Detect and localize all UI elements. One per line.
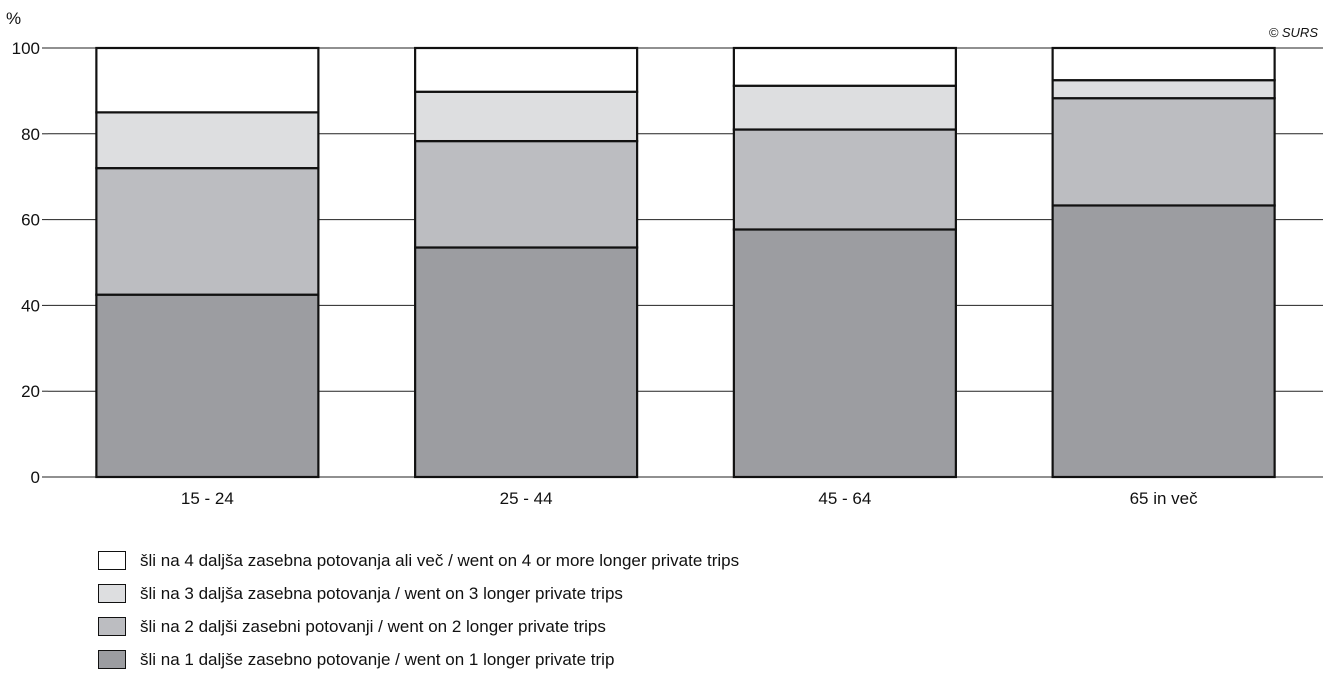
bar-segment-series-3 [95, 111, 320, 170]
x-category-label: 65 in več [1130, 489, 1199, 508]
x-axis-labels: 15 - 24 25 - 44 45 - 64 65 in več [181, 489, 1198, 508]
bar-segment-series-2 [95, 167, 320, 296]
bar-stack [414, 46, 639, 479]
legend-label: šli na 4 daljša zasebna potovanja ali ve… [140, 550, 740, 570]
bar-stack [732, 46, 957, 479]
chart-legend: šli na 4 daljša zasebna potovanja ali ve… [98, 544, 739, 676]
legend-item: šli na 2 daljši zasebni potovanji / went… [98, 610, 739, 643]
legend-item: šli na 3 daljša zasebna potovanja / went… [98, 577, 739, 610]
y-tick-label: 60 [21, 211, 40, 230]
x-category-label: 45 - 64 [818, 489, 871, 508]
bar-segment-series-4 [95, 46, 320, 114]
legend-label: šli na 3 daljša zasebna potovanja / went… [140, 583, 623, 603]
bar-groups [95, 46, 1276, 479]
x-category-label: 15 - 24 [181, 489, 234, 508]
bar-segment-series-3 [1051, 79, 1276, 100]
copyright-credit: © SURS [1269, 25, 1319, 40]
y-axis-ticks: 0 20 40 60 80 100 [12, 39, 48, 487]
legend-swatch [98, 617, 126, 636]
bar-segment-series-4 [732, 46, 957, 87]
legend-label: šli na 1 daljše zasebno potovanje / went… [140, 649, 615, 669]
y-tick-label: 80 [21, 125, 40, 144]
legend-item: šli na 4 daljša zasebna potovanja ali ve… [98, 544, 739, 577]
y-axis-unit-label: % [6, 9, 21, 28]
bar-segment-series-1 [1051, 204, 1276, 479]
bar-segment-series-3 [414, 90, 639, 143]
legend-swatch [98, 551, 126, 570]
legend-item: šli na 1 daljše zasebno potovanje / went… [98, 643, 739, 676]
y-tick-label: 20 [21, 382, 40, 401]
bar-segment-series-1 [732, 228, 957, 479]
legend-label: šli na 2 daljši zasebni potovanji / went… [140, 616, 606, 636]
bar-segment-series-1 [414, 246, 639, 479]
bar-segment-series-2 [732, 128, 957, 231]
bar-stack [1051, 46, 1276, 479]
bar-segment-series-4 [414, 46, 639, 93]
bar-segment-series-3 [732, 84, 957, 131]
legend-swatch [98, 584, 126, 603]
y-tick-label: 100 [12, 39, 40, 58]
legend-swatch [98, 650, 126, 669]
x-category-label: 25 - 44 [500, 489, 553, 508]
bar-segment-series-2 [414, 139, 639, 249]
bar-segment-series-4 [1051, 46, 1276, 82]
bar-segment-series-2 [1051, 97, 1276, 207]
bar-stack [95, 46, 320, 479]
y-tick-label: 40 [21, 296, 40, 315]
y-tick-label: 0 [31, 468, 40, 487]
bar-segment-series-1 [95, 293, 320, 479]
